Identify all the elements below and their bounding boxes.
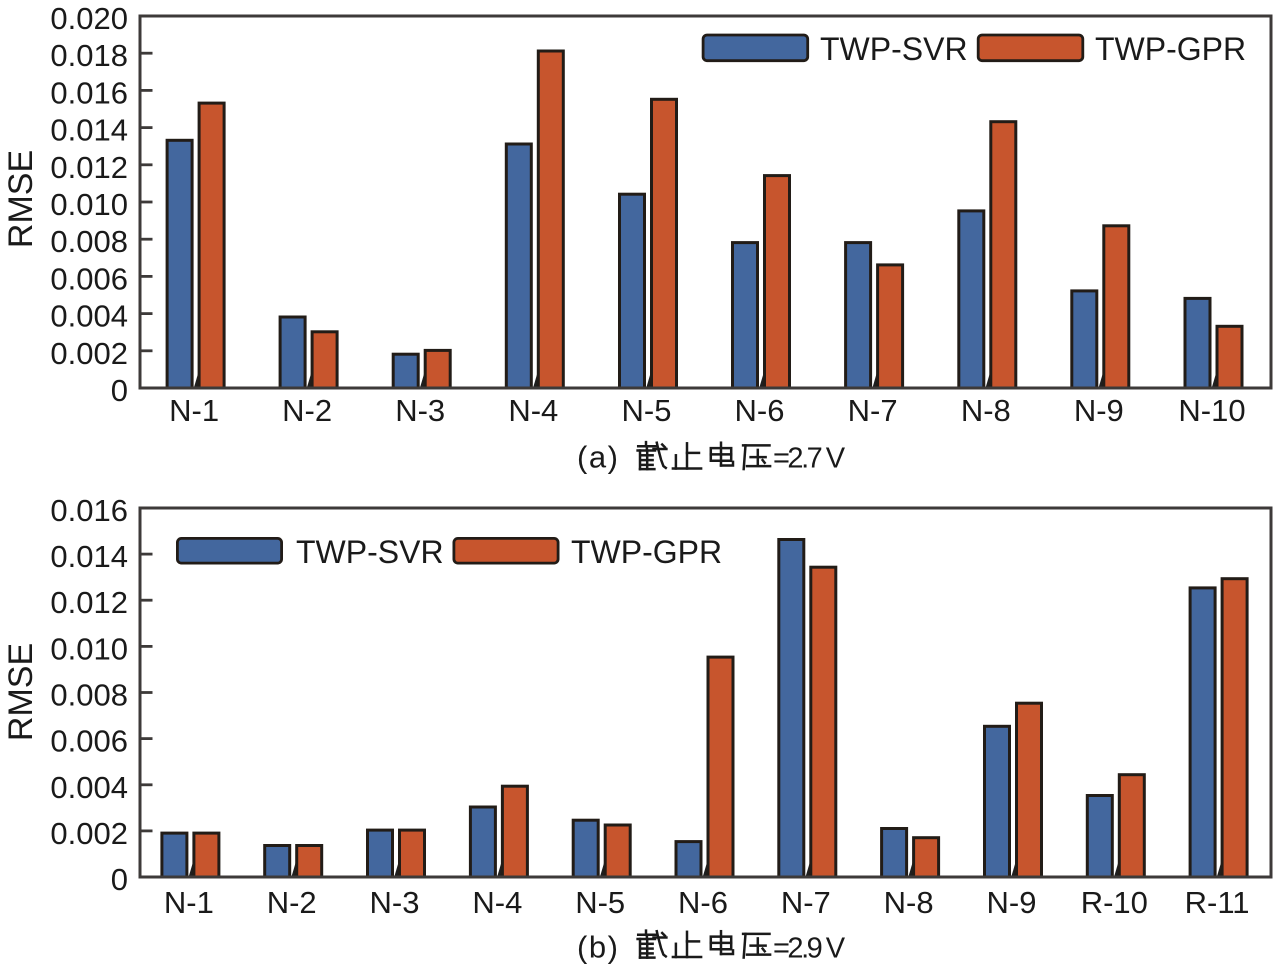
svg-text:N-9: N-9 (987, 885, 1037, 920)
svg-text:N-8: N-8 (884, 885, 934, 920)
svg-text:0.016: 0.016 (50, 493, 128, 528)
svg-text:N-2: N-2 (282, 393, 332, 428)
svg-text:0.006: 0.006 (50, 261, 128, 296)
svg-text:=2.9 V: =2.9 V (773, 933, 846, 965)
svg-text:N-4: N-4 (508, 393, 558, 428)
svg-text:TWP-SVR: TWP-SVR (820, 31, 968, 67)
svg-text:0.006: 0.006 (50, 724, 128, 759)
svg-text:TWP-GPR: TWP-GPR (1095, 31, 1246, 67)
svg-text:0.012: 0.012 (50, 150, 128, 185)
svg-text:RMSE: RMSE (2, 643, 40, 741)
svg-text:R-11: R-11 (1185, 885, 1250, 920)
svg-text:0.014: 0.014 (50, 113, 128, 148)
svg-text:0.004: 0.004 (50, 770, 128, 805)
svg-text:N-5: N-5 (622, 393, 672, 428)
svg-text:=2.7 V: =2.7 V (773, 443, 846, 475)
svg-text:0.014: 0.014 (50, 539, 128, 574)
svg-text:N-5: N-5 (575, 885, 625, 920)
svg-text:0.012: 0.012 (50, 585, 128, 620)
svg-text:N-10: N-10 (1178, 393, 1245, 428)
svg-text:N-1: N-1 (169, 393, 219, 428)
svg-text:N-3: N-3 (395, 393, 445, 428)
svg-text:TWP-SVR: TWP-SVR (296, 534, 444, 570)
svg-text:N-1: N-1 (164, 885, 214, 920)
svg-text:N-3: N-3 (370, 885, 420, 920)
svg-text:0.020: 0.020 (50, 1, 128, 36)
svg-text:0.008: 0.008 (50, 224, 128, 259)
svg-text:RMSE: RMSE (2, 150, 40, 248)
svg-text:0: 0 (111, 862, 128, 897)
svg-text:0.008: 0.008 (50, 678, 128, 713)
svg-text:N-7: N-7 (848, 393, 898, 428)
svg-text:0: 0 (111, 373, 128, 408)
svg-text:(b): (b) (577, 930, 619, 965)
svg-text:N-2: N-2 (267, 885, 317, 920)
svg-text:0.004: 0.004 (50, 299, 128, 334)
svg-text:N-6: N-6 (735, 393, 785, 428)
svg-text:0.010: 0.010 (50, 187, 128, 222)
svg-text:N-8: N-8 (961, 393, 1011, 428)
svg-text:0.010: 0.010 (50, 631, 128, 666)
svg-text:N-6: N-6 (678, 885, 728, 920)
svg-text:0.002: 0.002 (50, 816, 128, 851)
svg-text:N-9: N-9 (1074, 393, 1124, 428)
svg-text:0.016: 0.016 (50, 75, 128, 110)
svg-text:N-4: N-4 (472, 885, 522, 920)
svg-text:R-10: R-10 (1081, 885, 1148, 920)
svg-text:N-7: N-7 (781, 885, 831, 920)
svg-text:0.002: 0.002 (50, 336, 128, 371)
svg-text:0.018: 0.018 (50, 38, 128, 73)
svg-text:(a): (a) (577, 440, 619, 475)
svg-text:TWP-GPR: TWP-GPR (571, 534, 722, 570)
